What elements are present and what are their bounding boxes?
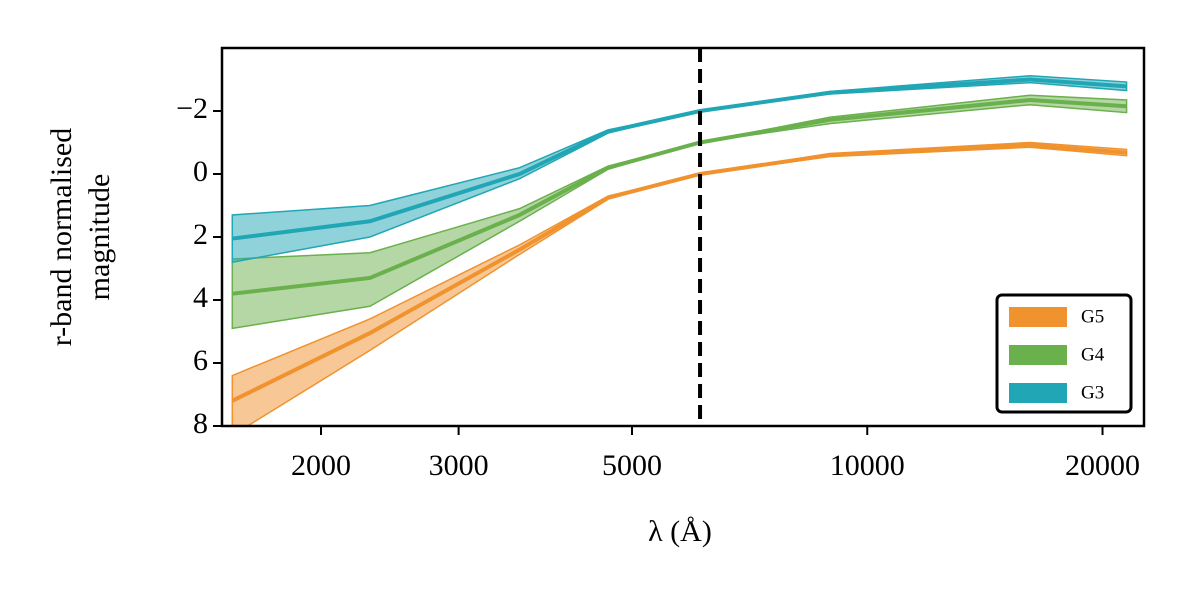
error-band [231, 74, 1128, 264]
y-tick-label: 2 [193, 218, 208, 251]
y-tick-label: 4 [193, 281, 208, 314]
y-axis-label: r-band normalised [45, 128, 78, 347]
x-tick-label: 2000 [291, 449, 351, 482]
legend-label: G3 [1081, 382, 1104, 403]
x-tick-label: 5000 [602, 449, 662, 482]
y-tick-label: −2 [176, 92, 208, 125]
legend-swatch [1009, 307, 1067, 327]
error-band [231, 141, 1128, 426]
y-tick-label: 8 [193, 407, 208, 440]
x-tick-label: 3000 [429, 449, 489, 482]
legend-swatch [1009, 383, 1067, 403]
y-axis-label: magnitude [83, 174, 116, 301]
x-tick-label: 20000 [1065, 449, 1140, 482]
y-tick-label: 6 [193, 344, 208, 377]
line [232, 77, 1127, 241]
plot-area [231, 48, 1128, 426]
line [232, 97, 1127, 296]
y-tick-label: 0 [193, 155, 208, 188]
legend-swatch [1009, 345, 1067, 365]
legend-label: G5 [1081, 306, 1104, 327]
x-tick-label: 10000 [830, 449, 905, 482]
legend-label: G4 [1081, 344, 1105, 365]
x-axis-label: λ (Å) [648, 515, 712, 548]
error-band [231, 94, 1128, 330]
line [231, 143, 1127, 403]
